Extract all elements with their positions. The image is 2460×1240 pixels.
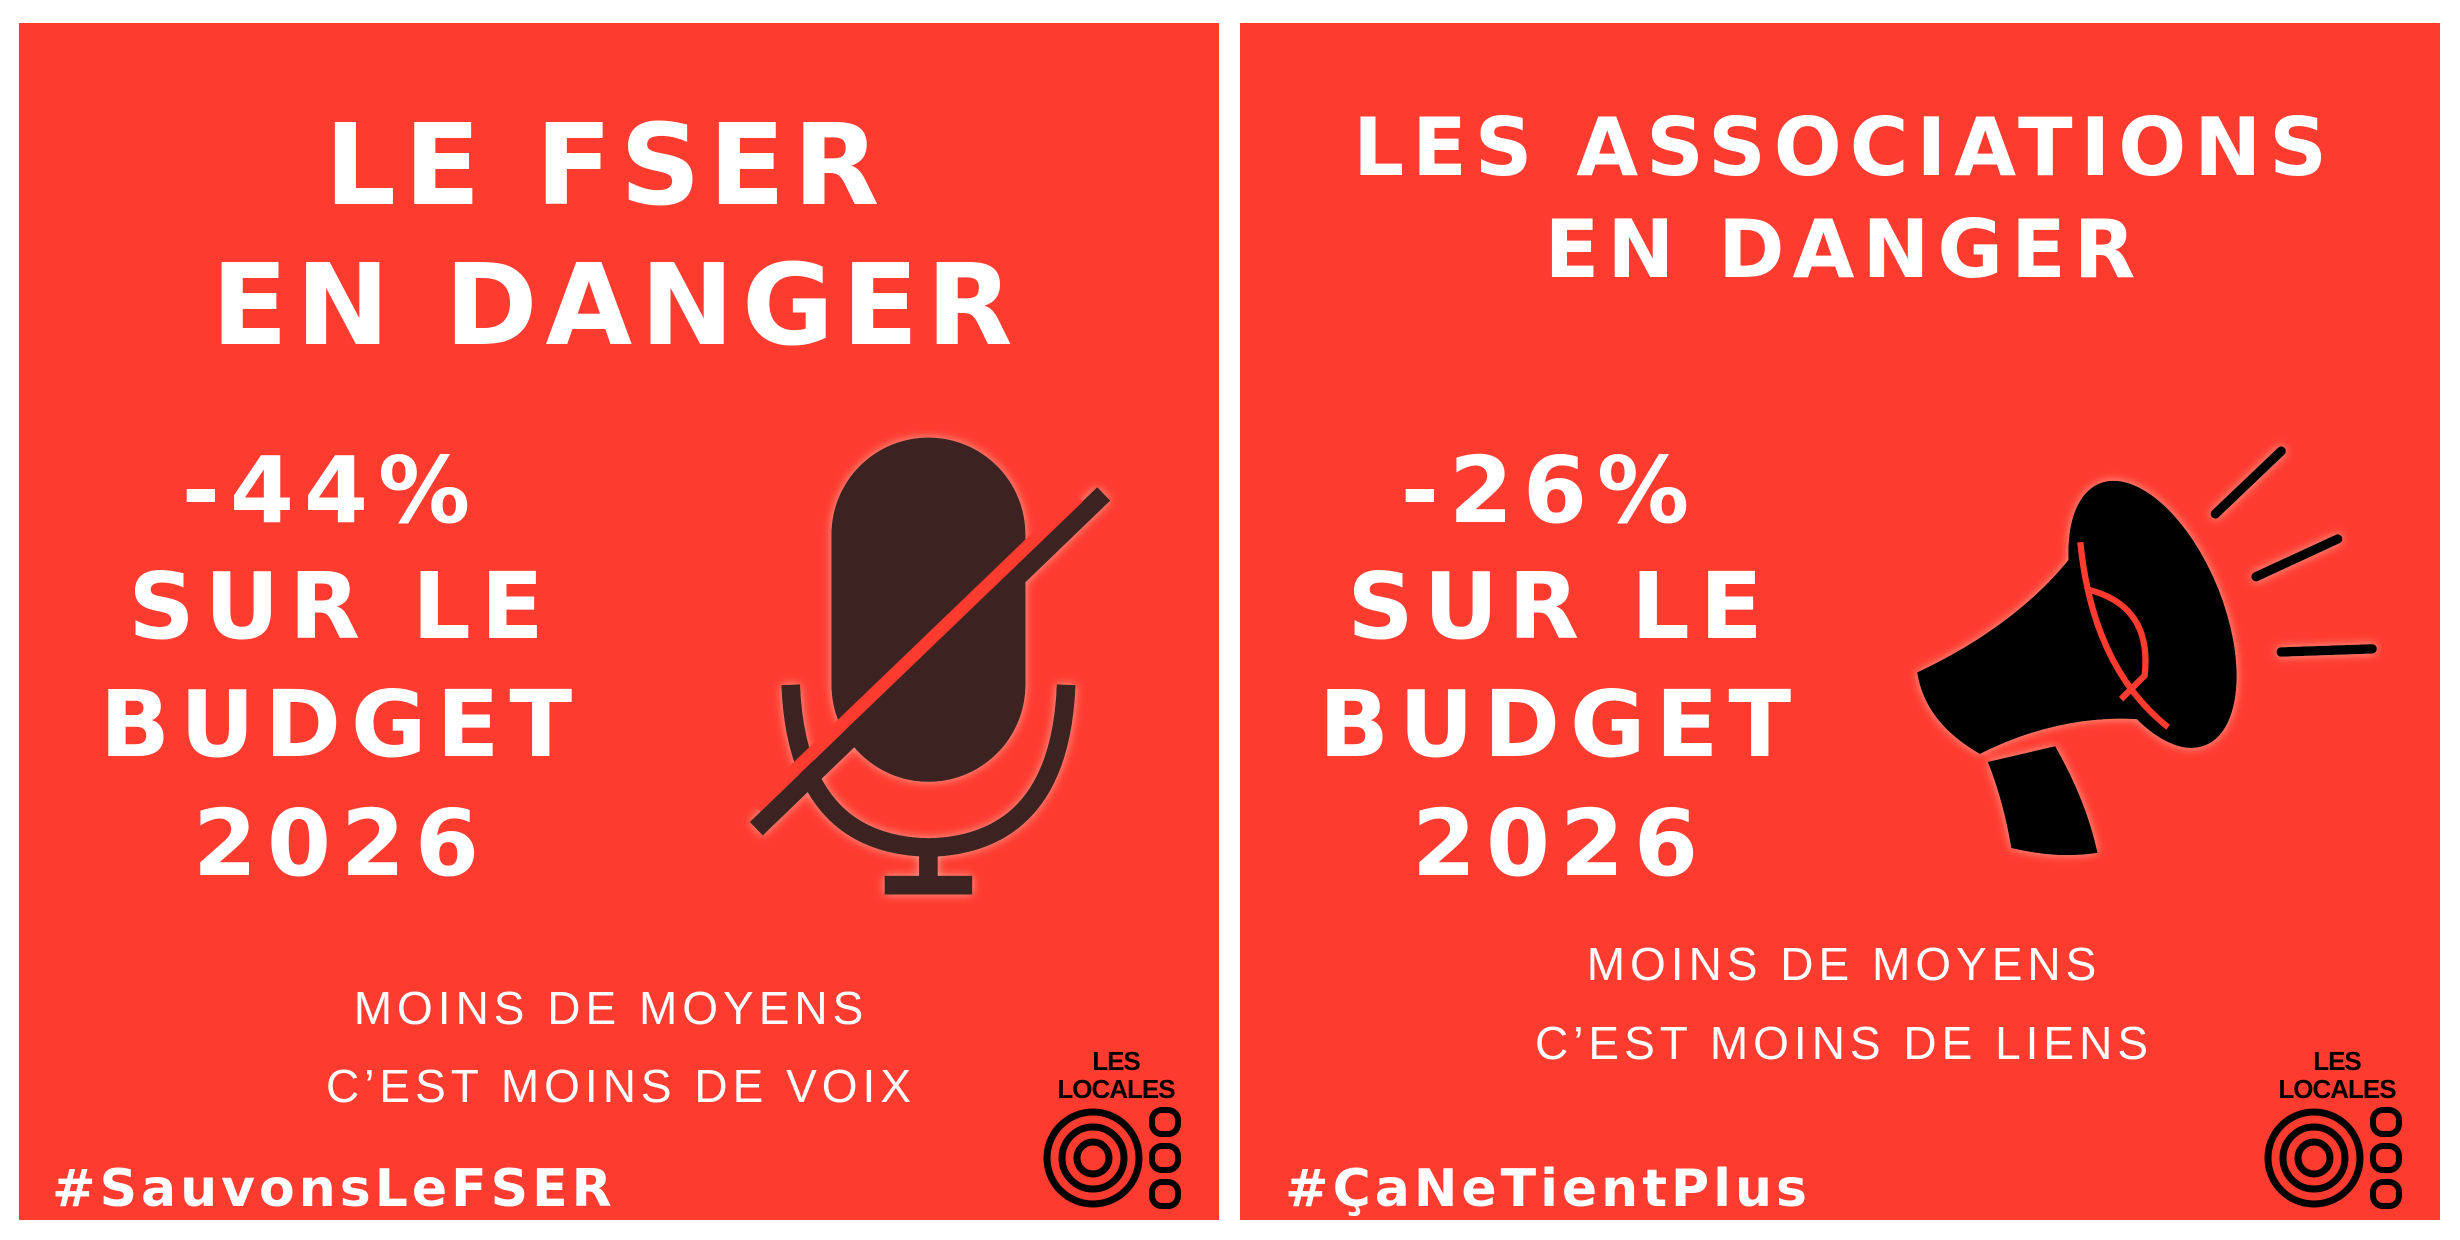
- stat-line-2: SUR LE: [1347, 553, 1773, 660]
- stat-line-3: BUDGET: [1318, 671, 1802, 778]
- logo-rings-icon: [1043, 1107, 1181, 1209]
- megaphone-icon: [1917, 446, 2377, 856]
- logo-rings-icon: [2264, 1107, 2402, 1209]
- logo-text-2: LOCALES: [2278, 1074, 2396, 1104]
- title-line-1: LES ASSOCIATIONS: [1353, 101, 2335, 194]
- stat-line-3: BUDGET: [99, 671, 583, 778]
- title-line-2: EN DANGER: [211, 241, 1021, 371]
- logo-text-1: LES: [1092, 1046, 1141, 1076]
- stat-line-4: 2026: [1411, 790, 1709, 897]
- stat-percent: -44%: [181, 437, 481, 544]
- subtitle-line-2: C’EST MOINS DE VOIX: [325, 1060, 917, 1112]
- hashtag: #ÇaNeTientPlus: [1285, 1159, 1811, 1219]
- hashtag: #SauvonsLeFSER: [52, 1159, 616, 1219]
- stat-line-2: SUR LE: [128, 553, 554, 660]
- stat-percent: -26%: [1400, 437, 1700, 544]
- stat-line-4: 2026: [192, 790, 490, 897]
- les-locales-logo: LES LOCALES: [2262, 1048, 2412, 1213]
- fser-panel: LE FSER EN DANGER -44% SUR LE BUDGET 202…: [19, 23, 1219, 1220]
- muted-microphone-icon: [749, 437, 1111, 895]
- title-line-2: EN DANGER: [1544, 203, 2144, 296]
- logo-text-2: LOCALES: [1057, 1074, 1175, 1104]
- les-locales-logo: LES LOCALES: [1041, 1048, 1191, 1213]
- subtitle-line-2: C’EST MOINS DE LIENS: [1534, 1017, 2154, 1069]
- subtitle-line-1: MOINS DE MOYENS: [1586, 938, 2102, 990]
- subtitle-line-1: MOINS DE MOYENS: [353, 982, 869, 1034]
- logo-text-1: LES: [2313, 1046, 2362, 1076]
- associations-panel: LES ASSOCIATIONS EN DANGER -26% SUR LE B…: [1240, 23, 2440, 1220]
- title-line-1: LE FSER: [324, 101, 888, 231]
